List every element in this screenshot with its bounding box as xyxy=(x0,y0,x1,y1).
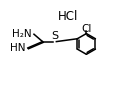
Text: HN: HN xyxy=(10,43,25,53)
Text: Cl: Cl xyxy=(81,24,92,34)
Text: H₂N: H₂N xyxy=(12,29,32,39)
Text: S: S xyxy=(51,31,59,41)
Text: HCl: HCl xyxy=(58,10,78,23)
